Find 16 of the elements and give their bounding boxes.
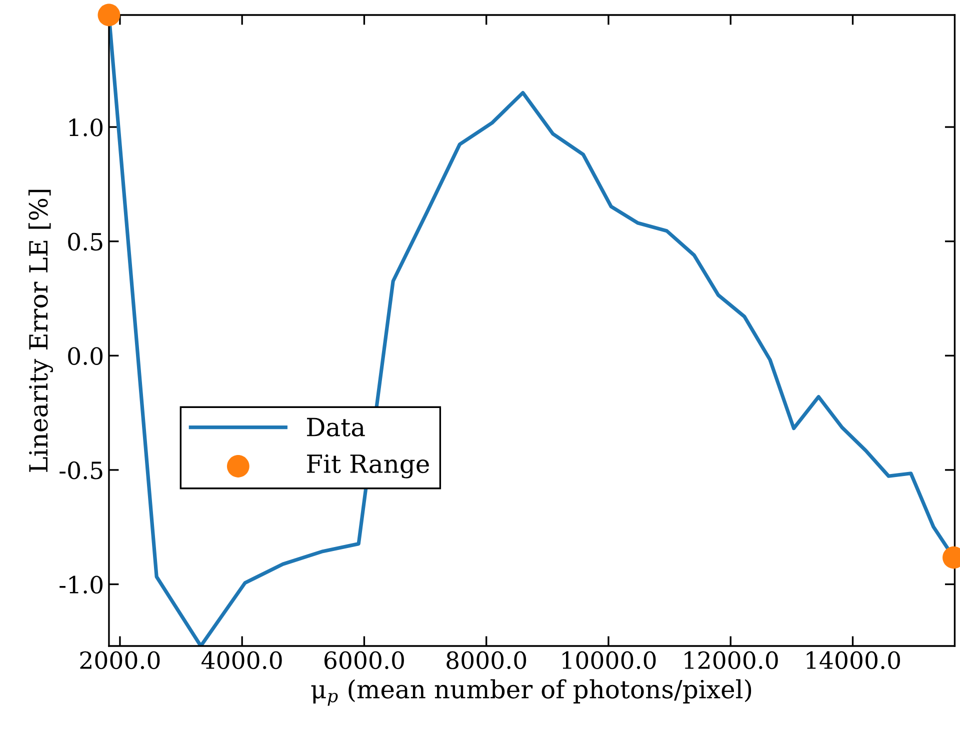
x-tick-label: 2000.0 bbox=[80, 651, 160, 670]
x-tick-label: 6000.0 bbox=[324, 651, 404, 670]
y-tick-label: -1.0 bbox=[60, 576, 103, 594]
y-axis-title: Linearity Error LE [%] bbox=[28, 190, 54, 472]
legend-label: Fit Range bbox=[307, 454, 429, 478]
x-tick-label: 10000.0 bbox=[562, 651, 656, 670]
x-axis-title: μ$_{p}$ (mean number of photons/pixel) bbox=[311, 679, 752, 706]
x-tick-label: 14000.0 bbox=[806, 651, 900, 670]
x-tick-label: 12000.0 bbox=[684, 651, 778, 670]
y-tick-label: 0.5 bbox=[68, 232, 102, 251]
x-tick-label: 4000.0 bbox=[202, 651, 282, 670]
x-tick-label: 8000.0 bbox=[446, 651, 526, 670]
y-tick-label: 1.0 bbox=[69, 118, 103, 136]
y-tick-label: 0.0 bbox=[68, 347, 103, 365]
legend-label: Data bbox=[307, 418, 365, 436]
y-tick-label: -0.5 bbox=[60, 461, 102, 480]
